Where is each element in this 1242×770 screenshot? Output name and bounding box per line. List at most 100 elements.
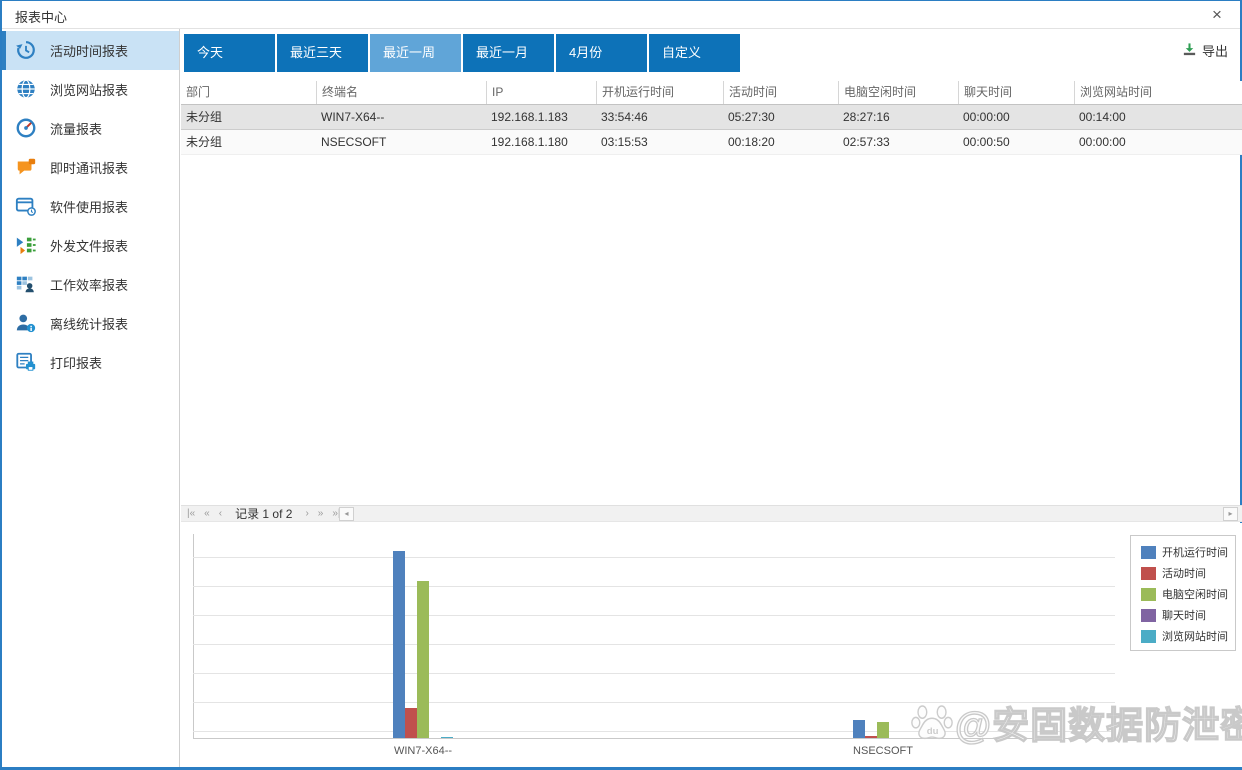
bar-浏览网站时间 — [441, 737, 453, 738]
col-header-ip[interactable]: IP — [486, 81, 596, 104]
history-clock-icon — [15, 39, 37, 61]
sidebar: 活动时间报表 浏览网站报表 流量报表 即时通讯报表 软件使用报表 — [2, 29, 180, 767]
sidebar-item-label: 即时通讯报表 — [50, 161, 129, 176]
chart-legend: 开机运行时间 活动时间 电脑空闲时间 聊天时间 浏览网站时间 — [1130, 535, 1236, 651]
cell-chat-time: 00:00:50 — [963, 135, 1010, 149]
legend-label: 电脑空闲时间 — [1162, 589, 1228, 601]
legend-item: 开机运行时间 — [1141, 544, 1235, 560]
col-header-terminal[interactable]: 终端名 — [316, 81, 486, 104]
sidebar-item-label: 打印报表 — [50, 356, 103, 371]
activity-time-bar-chart: WIN7-X64-- NSECSOFT 开机运行时间 活动时间 电脑空闲时间 聊… — [181, 523, 1242, 767]
offline-user-icon — [15, 312, 37, 334]
globe-icon — [15, 78, 37, 100]
legend-item: 浏览网站时间 — [1141, 628, 1235, 644]
last-page-icon[interactable]: »| — [332, 508, 341, 519]
report-table: 部门 终端名 IP 开机运行时间 活动时间 电脑空闲时间 聊天时间 浏览网站时间… — [181, 81, 1242, 155]
sidebar-item-offline-stats-report[interactable]: 离线统计报表 — [2, 304, 179, 343]
close-icon[interactable]: × — [1212, 5, 1222, 24]
x-axis-label: NSECSOFT — [853, 745, 913, 757]
cell-ip: 192.168.1.180 — [491, 135, 568, 149]
efficiency-grid-icon — [15, 273, 37, 295]
sidebar-item-print-report[interactable]: 打印报表 — [2, 343, 179, 382]
legend-swatch-browse — [1141, 629, 1156, 643]
next-icon[interactable]: › — [305, 508, 309, 519]
bar-开机运行时间 — [393, 551, 405, 738]
software-window-icon — [15, 195, 37, 217]
table-body: 未分组 WIN7-X64-- 192.168.1.183 33:54:46 05… — [181, 105, 1242, 155]
outgoing-file-icon — [15, 234, 37, 256]
bar-group-WIN7-X64-- — [393, 534, 453, 738]
cell-browse-time: 00:00:00 — [1079, 135, 1126, 149]
tab-custom[interactable]: 自定义 — [649, 34, 740, 72]
chart-y-axis — [193, 534, 194, 739]
cell-uptime: 33:54:46 — [601, 110, 648, 124]
cell-active-time: 00:18:20 — [728, 135, 775, 149]
sidebar-item-website-report[interactable]: 浏览网站报表 — [2, 70, 179, 109]
download-icon — [1182, 42, 1197, 60]
tab-april[interactable]: 4月份 — [556, 34, 647, 72]
sidebar-item-outgoing-file-report[interactable]: 外发文件报表 — [2, 226, 179, 265]
tab-last-month[interactable]: 最近一月 — [463, 34, 554, 72]
cell-department: 未分组 — [186, 110, 223, 124]
legend-swatch-idle — [1141, 587, 1156, 601]
pagination-bar: |« « ‹ 记录 1 of 2 › » »| ◂ ▸ — [181, 505, 1242, 522]
cell-terminal: WIN7-X64-- — [321, 110, 385, 124]
cell-browse-time: 00:14:00 — [1079, 110, 1126, 124]
next-fast-icon[interactable]: » — [317, 508, 324, 519]
sidebar-item-traffic-report[interactable]: 流量报表 — [2, 109, 179, 148]
sidebar-item-label: 外发文件报表 — [50, 239, 129, 254]
sidebar-item-label: 流量报表 — [50, 122, 103, 137]
legend-label: 浏览网站时间 — [1162, 631, 1228, 643]
gauge-icon — [15, 117, 37, 139]
sidebar-item-software-usage-report[interactable]: 软件使用报表 — [2, 187, 179, 226]
title-bar: 报表中心 × — [2, 1, 1240, 29]
bar-电脑空闲时间 — [417, 581, 429, 738]
first-page-icon[interactable]: |« — [187, 508, 196, 519]
col-header-uptime[interactable]: 开机运行时间 — [596, 81, 723, 104]
legend-swatch-active — [1141, 566, 1156, 580]
col-header-browse-time[interactable]: 浏览网站时间 — [1074, 81, 1242, 104]
sidebar-item-activity-time-report[interactable]: 活动时间报表 — [2, 31, 179, 70]
prev-fast-icon[interactable]: « — [204, 508, 210, 519]
cell-idle-time: 28:27:16 — [843, 110, 890, 124]
export-button[interactable]: 导出 — [1182, 41, 1228, 60]
legend-swatch-uptime — [1141, 545, 1156, 559]
x-axis-label: WIN7-X64-- — [393, 745, 453, 757]
prev-icon[interactable]: ‹ — [218, 508, 223, 519]
cell-department: 未分组 — [186, 135, 223, 149]
tab-last-week[interactable]: 最近一周 — [370, 34, 461, 72]
tab-today[interactable]: 今天 — [184, 34, 275, 72]
legend-item: 电脑空闲时间 — [1141, 586, 1235, 602]
hscroll-right-icon[interactable]: ▸ — [1223, 507, 1238, 521]
cell-idle-time: 02:57:33 — [843, 135, 890, 149]
cell-terminal: NSECSOFT — [321, 135, 387, 149]
legend-item: 聊天时间 — [1141, 607, 1235, 623]
cell-active-time: 05:27:30 — [728, 110, 775, 124]
sidebar-item-work-efficiency-report[interactable]: 工作效率报表 — [2, 265, 179, 304]
sidebar-item-im-report[interactable]: 即时通讯报表 — [2, 148, 179, 187]
tab-last-3-days[interactable]: 最近三天 — [277, 34, 368, 72]
cell-chat-time: 00:00:00 — [963, 110, 1010, 124]
chat-icon — [15, 156, 37, 178]
col-header-chat-time[interactable]: 聊天时间 — [958, 81, 1074, 104]
hscroll-left-icon[interactable]: ◂ — [339, 507, 354, 521]
col-header-active-time[interactable]: 活动时间 — [723, 81, 838, 104]
sidebar-item-label: 软件使用报表 — [50, 200, 129, 215]
table-row[interactable]: 未分组 WIN7-X64-- 192.168.1.183 33:54:46 05… — [181, 105, 1242, 130]
watermark: du @安固数据防泄密 — [911, 695, 1242, 749]
col-header-department[interactable]: 部门 — [186, 85, 211, 99]
sidebar-item-label: 工作效率报表 — [50, 278, 129, 293]
cell-uptime: 03:15:53 — [601, 135, 648, 149]
legend-label: 活动时间 — [1162, 568, 1206, 580]
table-header-row: 部门 终端名 IP 开机运行时间 活动时间 电脑空闲时间 聊天时间 浏览网站时间 — [181, 81, 1242, 105]
cell-ip: 192.168.1.183 — [491, 110, 568, 124]
pagination-nav: |« « ‹ 记录 1 of 2 › » »| — [187, 506, 341, 521]
sidebar-item-label: 浏览网站报表 — [50, 83, 129, 98]
table-row[interactable]: 未分组 NSECSOFT 192.168.1.180 03:15:53 00:1… — [181, 130, 1242, 155]
watermark-text: @安固数据防泄密 — [954, 704, 1242, 746]
bar-活动时间 — [405, 708, 417, 738]
col-header-idle-time[interactable]: 电脑空闲时间 — [838, 81, 958, 104]
sidebar-item-label: 活动时间报表 — [50, 44, 129, 59]
legend-label: 开机运行时间 — [1162, 547, 1228, 559]
